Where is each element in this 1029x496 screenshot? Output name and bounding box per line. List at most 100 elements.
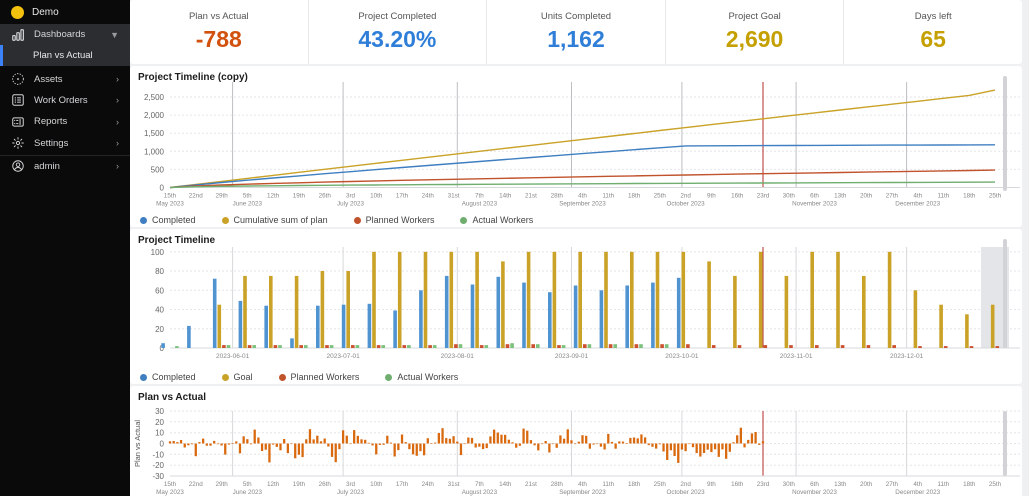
svg-text:21st: 21st	[525, 193, 537, 200]
svg-text:9th: 9th	[707, 193, 716, 200]
svg-text:24th: 24th	[422, 481, 435, 488]
svg-text:20: 20	[155, 325, 164, 334]
svg-text:-10: -10	[152, 450, 164, 459]
svg-text:December 2023: December 2023	[895, 489, 940, 496]
svg-text:60: 60	[155, 286, 164, 295]
svg-text:18th: 18th	[628, 481, 641, 488]
svg-text:4th: 4th	[913, 481, 922, 488]
svg-text:11th: 11th	[602, 193, 614, 200]
svg-text:1,000: 1,000	[144, 147, 165, 156]
svg-text:May 2023: May 2023	[156, 201, 184, 208]
svg-text:2023-10-01: 2023-10-01	[665, 353, 699, 360]
svg-text:-30: -30	[152, 472, 164, 481]
svg-text:13th: 13th	[834, 193, 847, 200]
svg-text:4th: 4th	[578, 193, 587, 200]
svg-text:September 2023: September 2023	[559, 489, 606, 496]
svg-text:22nd: 22nd	[189, 481, 204, 488]
svg-text:18th: 18th	[963, 193, 976, 200]
svg-text:October 2023: October 2023	[667, 489, 706, 496]
svg-text:23rd: 23rd	[757, 193, 770, 200]
svg-text:26th: 26th	[319, 193, 332, 200]
svg-text:30th: 30th	[783, 193, 796, 200]
svg-text:October 2023: October 2023	[667, 201, 706, 208]
svg-text:27th: 27th	[886, 481, 899, 488]
svg-text:7th: 7th	[475, 481, 484, 488]
svg-text:August 2023: August 2023	[462, 201, 498, 208]
svg-text:11th: 11th	[938, 481, 950, 488]
svg-text:20th: 20th	[860, 193, 873, 200]
svg-text:25th: 25th	[989, 193, 1002, 200]
svg-text:2023-11-01: 2023-11-01	[780, 353, 813, 360]
svg-text:4th: 4th	[913, 193, 922, 200]
svg-text:15th: 15th	[164, 193, 177, 200]
svg-text:9th: 9th	[707, 481, 716, 488]
svg-text:June 2023: June 2023	[233, 201, 263, 208]
svg-text:20th: 20th	[860, 481, 873, 488]
svg-text:2023-07-01: 2023-07-01	[326, 353, 360, 360]
svg-text:23rd: 23rd	[757, 481, 770, 488]
svg-text:30th: 30th	[783, 481, 796, 488]
svg-text:25th: 25th	[654, 481, 667, 488]
svg-text:14th: 14th	[499, 193, 512, 200]
svg-text:40: 40	[155, 306, 164, 315]
svg-text:2023-06-01: 2023-06-01	[216, 353, 250, 360]
svg-text:July 2023: July 2023	[337, 201, 364, 208]
svg-text:12th: 12th	[267, 481, 280, 488]
svg-text:3rd: 3rd	[346, 481, 356, 488]
svg-text:-20: -20	[152, 461, 164, 470]
svg-text:30: 30	[155, 407, 164, 416]
svg-text:10th: 10th	[370, 481, 383, 488]
svg-text:19th: 19th	[293, 193, 306, 200]
svg-text:August 2023: August 2023	[462, 489, 498, 496]
svg-text:16th: 16th	[731, 193, 744, 200]
svg-text:2023-09-01: 2023-09-01	[555, 353, 589, 360]
svg-text:25th: 25th	[989, 481, 1002, 488]
svg-text:7th: 7th	[475, 193, 484, 200]
svg-text:22nd: 22nd	[189, 193, 204, 200]
svg-text:5th: 5th	[243, 481, 252, 488]
svg-text:November 2023: November 2023	[792, 489, 837, 496]
svg-text:Plan vs Actual: Plan vs Actual	[133, 420, 142, 467]
svg-text:16th: 16th	[731, 481, 744, 488]
svg-text:24th: 24th	[422, 193, 435, 200]
svg-text:10th: 10th	[370, 193, 383, 200]
svg-text:25th: 25th	[654, 193, 667, 200]
svg-text:0: 0	[160, 184, 165, 193]
svg-text:15th: 15th	[164, 481, 177, 488]
svg-text:6th: 6th	[810, 193, 819, 200]
svg-text:2,500: 2,500	[144, 93, 165, 102]
svg-text:6th: 6th	[810, 481, 819, 488]
svg-text:September 2023: September 2023	[559, 201, 606, 208]
svg-text:2023-12-01: 2023-12-01	[890, 353, 924, 360]
svg-text:0: 0	[160, 440, 165, 449]
svg-text:29th: 29th	[215, 481, 228, 488]
svg-text:18th: 18th	[628, 193, 641, 200]
svg-text:2nd: 2nd	[680, 193, 691, 200]
svg-text:2,000: 2,000	[144, 111, 165, 120]
svg-text:2nd: 2nd	[680, 481, 691, 488]
svg-text:12th: 12th	[267, 193, 280, 200]
svg-text:11th: 11th	[938, 193, 950, 200]
svg-text:1,500: 1,500	[144, 129, 165, 138]
svg-text:18th: 18th	[963, 481, 976, 488]
svg-text:31st: 31st	[448, 481, 460, 488]
svg-text:26th: 26th	[319, 481, 332, 488]
svg-text:20: 20	[155, 418, 164, 427]
svg-text:17th: 17th	[396, 193, 409, 200]
svg-text:May 2023: May 2023	[156, 489, 184, 496]
svg-text:19th: 19th	[293, 481, 306, 488]
svg-text:14th: 14th	[499, 481, 512, 488]
svg-text:5th: 5th	[243, 193, 252, 200]
svg-text:80: 80	[155, 267, 164, 276]
svg-text:11th: 11th	[602, 481, 614, 488]
svg-text:29th: 29th	[215, 193, 228, 200]
svg-text:3rd: 3rd	[346, 193, 356, 200]
svg-text:500: 500	[151, 165, 165, 174]
svg-text:June 2023: June 2023	[233, 489, 263, 496]
svg-text:21st: 21st	[525, 481, 537, 488]
svg-text:31st: 31st	[448, 193, 460, 200]
svg-text:28th: 28th	[551, 481, 564, 488]
svg-text:13th: 13th	[834, 481, 847, 488]
svg-text:4th: 4th	[578, 481, 587, 488]
svg-text:July 2023: July 2023	[337, 489, 364, 496]
